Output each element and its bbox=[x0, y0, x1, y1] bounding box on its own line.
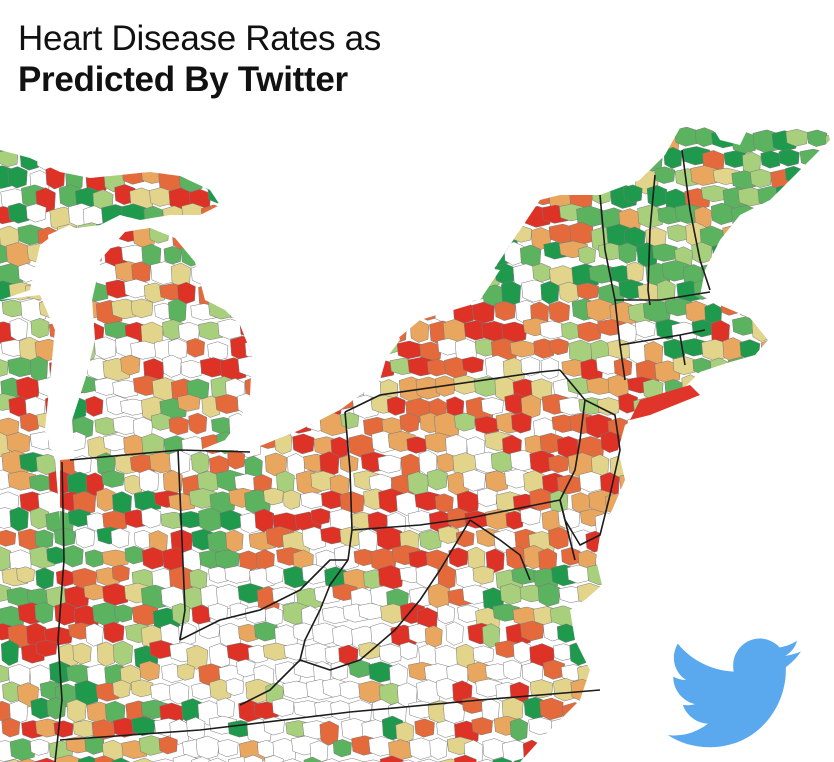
title-line-2: Predicted By Twitter bbox=[18, 60, 348, 100]
twitter-bird-icon bbox=[668, 638, 801, 748]
great-lakes bbox=[45, 60, 755, 460]
state-borders bbox=[54, 149, 711, 762]
title-line-1: Heart Disease Rates as bbox=[18, 19, 382, 58]
map-title: Heart Disease Rates as Predicted By Twit… bbox=[18, 18, 381, 101]
